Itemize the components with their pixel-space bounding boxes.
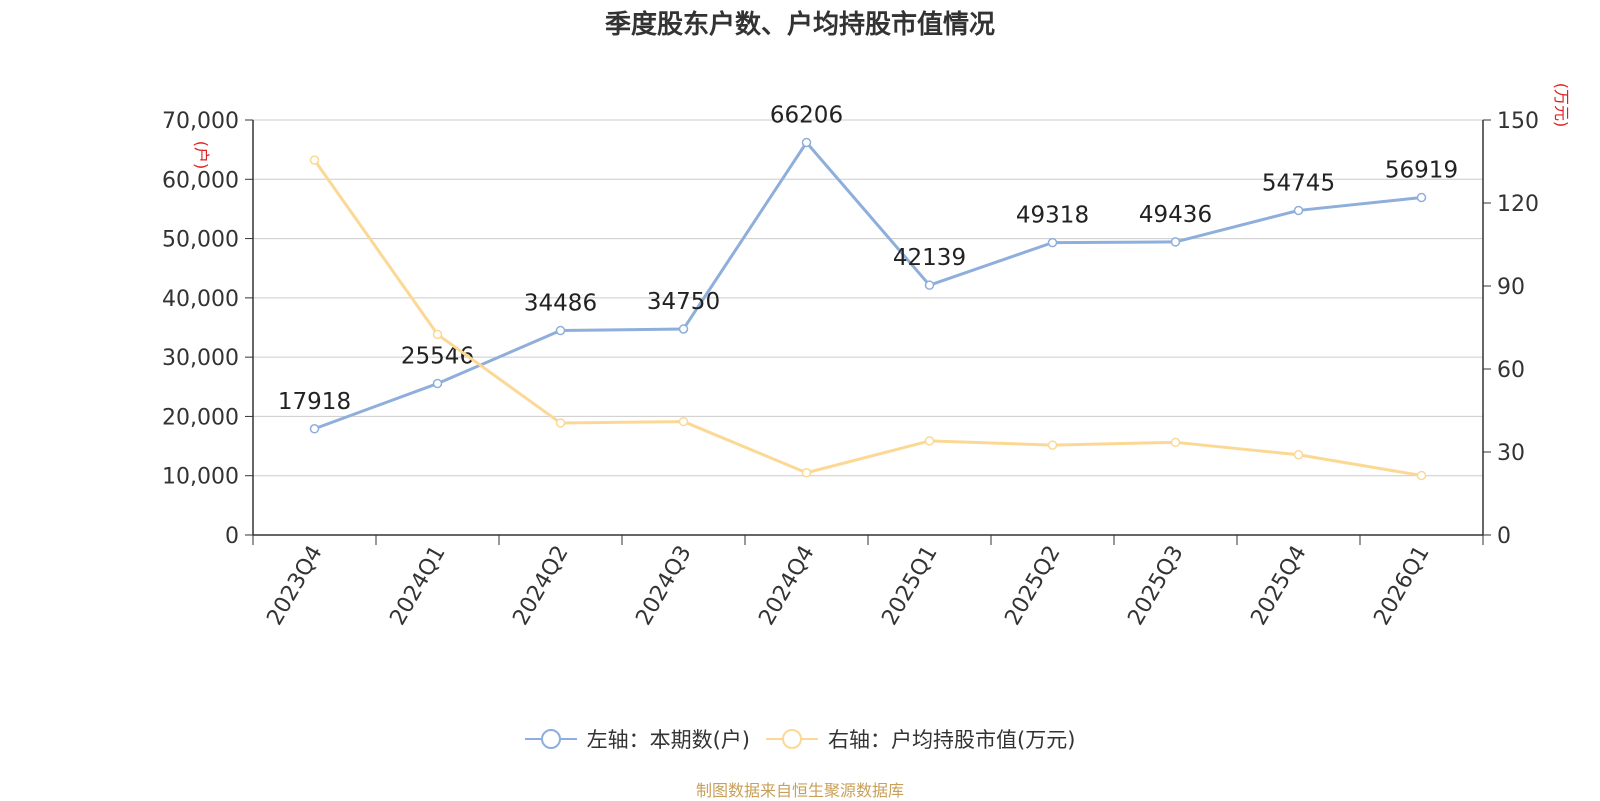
- data-label: 42139: [893, 245, 966, 271]
- right-axis-tick-label: 120: [1497, 192, 1539, 217]
- x-axis-category-label: 2025Q4: [1246, 542, 1311, 630]
- left-axis-tick-label: 20,000: [162, 405, 239, 430]
- data-label: 49436: [1139, 202, 1212, 228]
- data-point-series-2: [1170, 437, 1181, 448]
- left-axis-unit-label: (户): [192, 141, 211, 170]
- data-point-series-2: [1293, 450, 1304, 460]
- legend-line-marker-icon: [524, 729, 577, 749]
- series-line-2: [313, 159, 1422, 477]
- x-axis-category-label: 2026Q1: [1369, 542, 1434, 630]
- x-axis-category-label: 2024Q3: [631, 542, 696, 630]
- x-axis-category-label: 2024Q4: [754, 542, 819, 630]
- left-axis-tick-label: 40,000: [162, 287, 239, 312]
- right-axis-tick-label: 60: [1497, 358, 1525, 383]
- data-label: 49318: [1016, 203, 1089, 229]
- data-point-series-2: [924, 436, 935, 446]
- data-point-series-2: [432, 329, 443, 340]
- left-axis-tick-label: 50,000: [162, 228, 239, 253]
- legend-item-right-axis[interactable]: 右轴：户均持股市值(万元): [766, 724, 1075, 754]
- data-point-series-1: [555, 325, 566, 336]
- right-axis-unit-label: (万元): [1552, 83, 1571, 128]
- x-axis-category-label: 2025Q2: [1000, 542, 1065, 630]
- data-point-series-1: [678, 324, 689, 334]
- data-label: 56919: [1385, 158, 1458, 184]
- data-label: 66206: [770, 102, 843, 128]
- data-label: 17918: [278, 389, 351, 415]
- right-axis-tick-label: 90: [1497, 275, 1525, 300]
- left-axis-tick-label: 10,000: [162, 465, 239, 490]
- chart-title: 季度股东户数、户均持股市值情况: [604, 10, 995, 40]
- data-point-series-1: [801, 137, 812, 148]
- left-axis-tick-label: 60,000: [162, 168, 239, 193]
- data-source: 制图数据来自恒生聚源数据库: [695, 781, 904, 800]
- legend: 左轴：本期数(户) 右轴：户均持股市值(万元): [0, 724, 1600, 754]
- data-point-series-2: [555, 418, 566, 428]
- data-label: 25546: [401, 344, 474, 370]
- data-point-series-1: [309, 424, 320, 434]
- x-axis-category-label: 2023Q4: [262, 542, 327, 630]
- legend-label-right-axis: 右轴：户均持股市值(万元): [828, 728, 1076, 752]
- legend-item-left-axis[interactable]: 左轴：本期数(户): [524, 724, 750, 754]
- left-axis-tick-label: 0: [225, 524, 239, 549]
- data-point-series-1: [1170, 237, 1181, 247]
- data-point-series-1: [1293, 205, 1304, 216]
- data-point-series-1: [1416, 192, 1427, 203]
- data-point-series-1: [1047, 237, 1058, 248]
- x-axis-category-label: 2024Q1: [385, 542, 450, 630]
- data-point-series-2: [1047, 440, 1058, 450]
- right-axis-tick-label: 30: [1497, 441, 1525, 466]
- data-point-series-2: [678, 416, 689, 427]
- data-label: 34486: [524, 291, 597, 317]
- data-point-series-1: [432, 378, 443, 389]
- right-axis-tick-label: 150: [1497, 109, 1539, 134]
- data-point-series-1: [924, 280, 935, 290]
- data-point-series-2: [1416, 470, 1427, 481]
- data-point-series-2: [801, 468, 812, 478]
- legend-label-left-axis: 左轴：本期数(户): [586, 728, 750, 752]
- series-line-1: [313, 140, 1422, 431]
- data-label: 34750: [647, 289, 720, 315]
- right-axis-tick-label: 0: [1497, 524, 1511, 549]
- x-axis-category-label: 2025Q3: [1123, 542, 1188, 630]
- left-axis-tick-label: 70,000: [162, 109, 239, 134]
- x-axis-category-label: 2024Q2: [508, 542, 573, 630]
- data-label: 54745: [1262, 170, 1335, 196]
- legend-line-marker-icon: [766, 729, 818, 749]
- left-axis-tick-label: 30,000: [162, 346, 239, 371]
- x-axis-category-label: 2025Q1: [877, 542, 942, 630]
- data-point-series-2: [309, 155, 320, 165]
